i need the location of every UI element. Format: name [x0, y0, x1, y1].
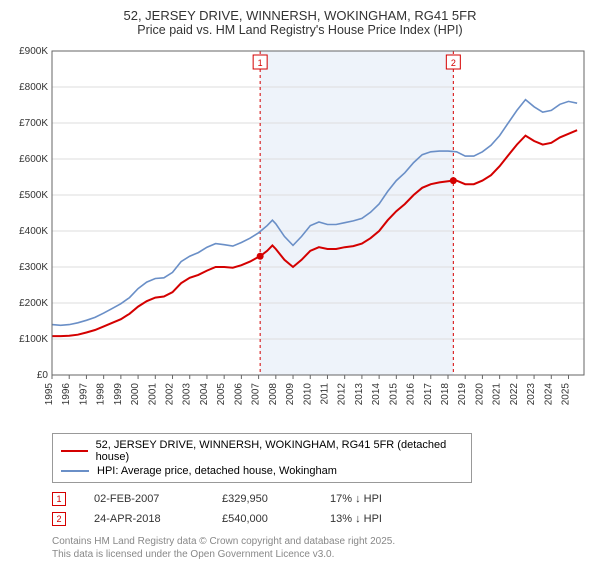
legend-label-property: 52, JERSEY DRIVE, WINNERSH, WOKINGHAM, R…: [96, 439, 463, 463]
svg-text:1998: 1998: [96, 383, 107, 406]
svg-text:2013: 2013: [354, 383, 365, 406]
svg-text:£0: £0: [37, 370, 49, 381]
svg-text:2010: 2010: [302, 383, 313, 406]
legend-swatch-hpi: [61, 470, 89, 472]
svg-text:1999: 1999: [113, 383, 124, 406]
sales-table: 1 02-FEB-2007 £329,950 17% ↓ HPI 2 24-AP…: [52, 489, 590, 529]
svg-text:2019: 2019: [457, 383, 468, 406]
sale-row-1: 1 02-FEB-2007 £329,950 17% ↓ HPI: [52, 489, 590, 509]
svg-text:2001: 2001: [147, 383, 158, 406]
svg-text:2017: 2017: [423, 383, 434, 406]
svg-text:2016: 2016: [406, 383, 417, 406]
svg-text:1: 1: [258, 58, 263, 68]
title-block: 52, JERSEY DRIVE, WINNERSH, WOKINGHAM, R…: [10, 8, 590, 37]
title-subtitle: Price paid vs. HM Land Registry's House …: [10, 23, 590, 37]
svg-text:£700K: £700K: [19, 118, 48, 129]
svg-text:2012: 2012: [337, 383, 348, 406]
svg-text:2002: 2002: [165, 383, 176, 406]
attribution-line2: This data is licensed under the Open Gov…: [52, 548, 590, 561]
sale-row-2: 2 24-APR-2018 £540,000 13% ↓ HPI: [52, 509, 590, 529]
svg-text:2021: 2021: [492, 383, 503, 406]
svg-text:2007: 2007: [251, 383, 262, 406]
sale-price-1: £329,950: [222, 493, 302, 505]
chart-svg: £0 £100K £200K £300K £400K £500K £600K £700K £80…: [10, 43, 590, 423]
svg-text:2011: 2011: [319, 383, 330, 405]
sale-date-2: 24-APR-2018: [94, 513, 194, 525]
svg-text:£100K: £100K: [19, 334, 48, 345]
legend-item-hpi: HPI: Average price, detached house, Woki…: [61, 464, 463, 478]
svg-text:2003: 2003: [182, 383, 193, 406]
svg-text:1997: 1997: [78, 383, 89, 406]
sale-date-1: 02-FEB-2007: [94, 493, 194, 505]
attribution: Contains HM Land Registry data © Crown c…: [52, 535, 590, 561]
sale-delta-2: 13% ↓ HPI: [330, 513, 382, 525]
sale-price-2: £540,000: [222, 513, 302, 525]
svg-text:2018: 2018: [440, 383, 451, 406]
legend: 52, JERSEY DRIVE, WINNERSH, WOKINGHAM, R…: [52, 433, 472, 483]
svg-text:2005: 2005: [216, 383, 227, 406]
svg-text:2004: 2004: [199, 383, 210, 406]
svg-text:£500K: £500K: [19, 190, 48, 201]
chart-container: 52, JERSEY DRIVE, WINNERSH, WOKINGHAM, R…: [0, 0, 600, 567]
svg-text:£400K: £400K: [19, 226, 48, 237]
svg-text:2009: 2009: [285, 383, 296, 406]
svg-text:2022: 2022: [509, 383, 520, 406]
sale-marker-1: 1: [52, 492, 66, 506]
svg-text:£300K: £300K: [19, 262, 48, 273]
svg-text:£600K: £600K: [19, 154, 48, 165]
svg-text:2014: 2014: [371, 383, 382, 406]
svg-text:2006: 2006: [233, 383, 244, 406]
svg-text:1996: 1996: [61, 383, 72, 406]
svg-text:1995: 1995: [44, 383, 55, 406]
svg-text:2025: 2025: [561, 383, 572, 406]
attribution-line1: Contains HM Land Registry data © Crown c…: [52, 535, 590, 548]
svg-text:£900K: £900K: [19, 46, 48, 57]
legend-item-property: 52, JERSEY DRIVE, WINNERSH, WOKINGHAM, R…: [61, 438, 463, 464]
sale-marker-2: 2: [52, 512, 66, 526]
svg-text:2020: 2020: [474, 383, 485, 406]
svg-text:2008: 2008: [268, 383, 279, 406]
svg-text:2024: 2024: [543, 383, 554, 406]
title-address: 52, JERSEY DRIVE, WINNERSH, WOKINGHAM, R…: [10, 8, 590, 23]
svg-text:2015: 2015: [388, 383, 399, 406]
sale-delta-1: 17% ↓ HPI: [330, 493, 382, 505]
legend-swatch-property: [61, 450, 88, 452]
svg-text:2000: 2000: [130, 383, 141, 406]
svg-text:2023: 2023: [526, 383, 537, 406]
svg-text:2: 2: [451, 58, 456, 68]
price-chart: £0 £100K £200K £300K £400K £500K £600K £700K £80…: [10, 43, 590, 423]
legend-label-hpi: HPI: Average price, detached house, Woki…: [97, 465, 337, 477]
svg-text:£200K: £200K: [19, 298, 48, 309]
svg-text:£800K: £800K: [19, 82, 48, 93]
